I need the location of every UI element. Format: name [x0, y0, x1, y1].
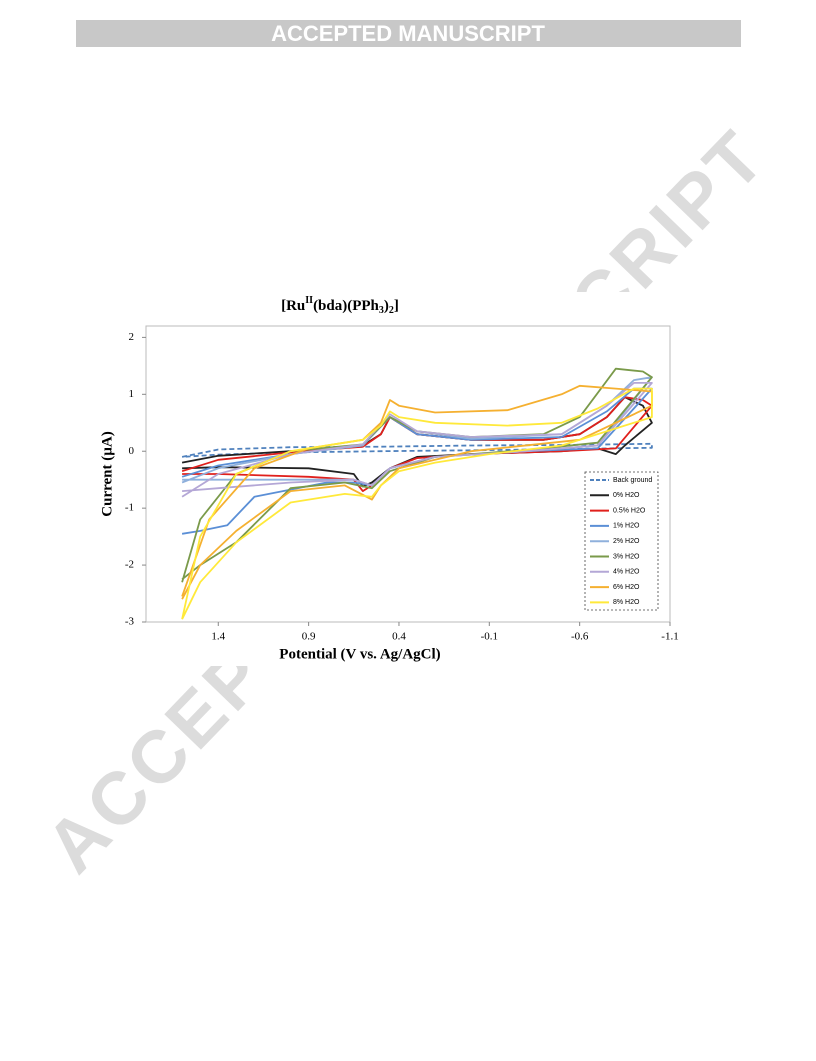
legend-label: 0.5% H2O	[613, 507, 646, 514]
y-tick-label: -2	[125, 559, 134, 571]
x-tick-label: -1.1	[661, 631, 678, 643]
x-axis-title: Potential (V vs. Ag/AgCl)	[279, 646, 440, 662]
header-band	[76, 20, 741, 47]
x-tick-label: -0.6	[571, 631, 589, 643]
y-axis-title: Current (µA)	[99, 431, 115, 516]
plot-frame	[145, 325, 671, 623]
x-tick-label: 0.4	[392, 631, 406, 643]
header-title: ACCEPTED MANUSCRIPT	[271, 21, 545, 46]
y-tick-label: 2	[129, 331, 135, 343]
x-tick-label: -0.1	[481, 631, 498, 643]
y-tick-label: -3	[125, 616, 135, 628]
title-part: 2	[389, 305, 394, 316]
legend-label: 3% H2O	[613, 553, 640, 560]
cv-curve	[181, 387, 653, 620]
title-part: 3	[379, 305, 384, 316]
title-part: (bda)(PPh	[313, 298, 379, 314]
legend-label: Back ground	[613, 477, 652, 484]
chart: [RuII(bda)(PPh3)2] Current (µA) Potentia…	[96, 292, 682, 666]
legend-label: 2% H2O	[613, 538, 640, 545]
y-tick-label: 0	[129, 445, 135, 457]
y-tick-label: -1	[125, 502, 134, 514]
legend-label: 4% H2O	[613, 569, 640, 576]
legend-label: 1% H2O	[613, 523, 640, 530]
legend-label: 6% H2O	[613, 584, 640, 591]
cv-curve	[181, 381, 653, 498]
title-part: ]	[394, 298, 399, 314]
x-tick-label: 0.9	[302, 631, 316, 643]
title-part: [Ru	[281, 298, 305, 314]
x-tick-label: 1.4	[211, 631, 225, 643]
chart-title: [RuII(bda)(PPh3)2]	[281, 295, 399, 316]
title-part: )	[384, 298, 389, 314]
y-tick-label: 1	[129, 388, 135, 400]
legend-label: 8% H2O	[613, 599, 640, 606]
cv-curve	[181, 367, 653, 583]
legend-label: 0% H2O	[613, 492, 640, 499]
title-part: II	[305, 295, 313, 306]
